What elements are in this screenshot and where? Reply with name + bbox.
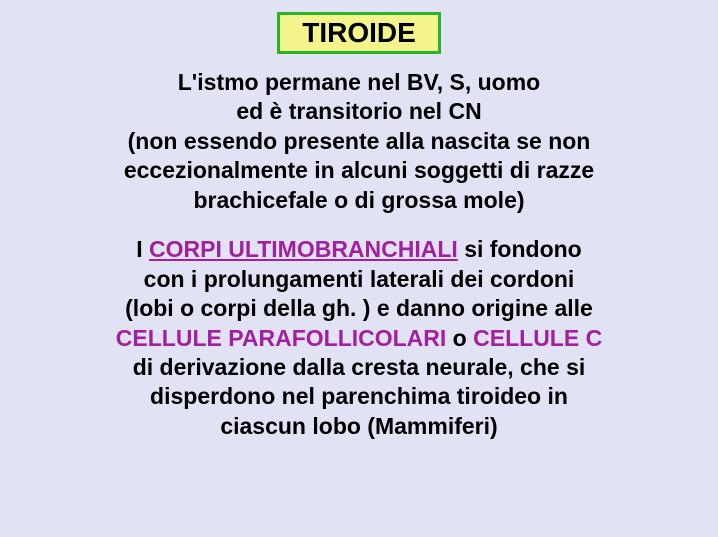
term-cellule-c: CELLULE C	[473, 325, 602, 351]
p1-line3: (non essendo presente alla nascita se no…	[128, 128, 591, 154]
paragraph-1: L'istmo permane nel BV, S, uomo ed è tra…	[124, 68, 594, 215]
term-corpi-ultimobranchiali: CORPI ULTIMOBRANCHIALI	[149, 236, 458, 262]
p2-or: o	[446, 325, 473, 351]
p2-line2: con i prolungamenti laterali dei cordoni	[144, 266, 575, 292]
title-text: TIROIDE	[302, 17, 416, 48]
p1-line1: L'istmo permane nel BV, S, uomo	[178, 69, 540, 95]
p2-line7: ciascun lobo (Mammiferi)	[220, 413, 497, 439]
p2-line6: disperdono nel parenchima tiroideo in	[150, 383, 568, 409]
p1-line5: brachicefale o di grossa mole)	[193, 187, 524, 213]
term-cellule-parafollicolari: CELLULE PARAFOLLICOLARI	[116, 325, 447, 351]
p2-mid1: si fondono	[458, 236, 582, 262]
slide-container: TIROIDE L'istmo permane nel BV, S, uomo …	[0, 0, 718, 537]
title-box: TIROIDE	[277, 12, 441, 54]
p1-line2: ed è transitorio nel CN	[236, 98, 481, 124]
p1-line4: eccezionalmente in alcuni soggetti di ra…	[124, 157, 594, 183]
paragraph-2: I CORPI ULTIMOBRANCHIALI si fondono con …	[116, 235, 602, 441]
p2-line5: di derivazione dalla cresta neurale, che…	[133, 354, 586, 380]
p2-pre: I	[136, 236, 149, 262]
p2-line3: (lobi o corpi della gh. ) e danno origin…	[125, 295, 593, 321]
